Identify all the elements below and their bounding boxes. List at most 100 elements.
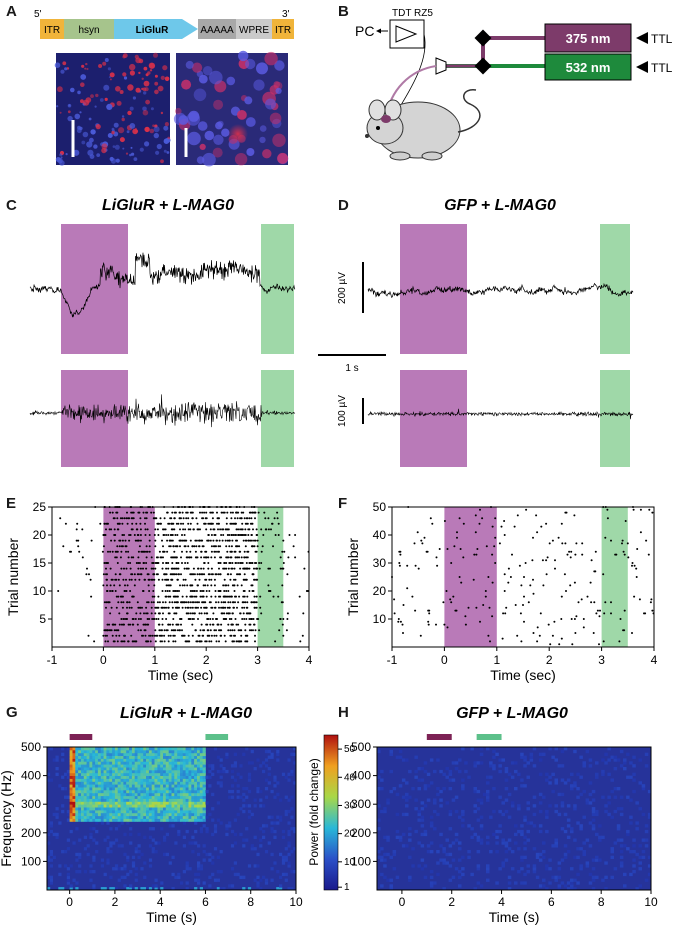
spike-mark: [145, 562, 148, 564]
spike-mark: [145, 517, 148, 520]
spectrogram-cell: [89, 815, 93, 819]
spectrogram-cell: [392, 787, 397, 791]
spectrogram-cell: [165, 798, 169, 802]
spectrogram-cell: [180, 772, 184, 776]
spike-mark: [523, 620, 525, 623]
spike-mark: [202, 590, 205, 592]
spike-mark: [124, 590, 126, 592]
spectrogram-cell: [458, 858, 462, 862]
spectrogram-cell: [219, 769, 223, 774]
spectrogram-cell: [157, 758, 161, 762]
y-tick-label: 40: [373, 528, 387, 542]
spectrogram-cell: [182, 747, 186, 751]
spike-mark: [226, 534, 229, 536]
spectrogram-cell: [202, 798, 206, 802]
spike-mark: [192, 601, 195, 604]
spike-mark: [88, 573, 90, 576]
spike-mark: [230, 534, 233, 536]
spectrogram-cell: [199, 815, 203, 819]
spike-mark: [239, 528, 242, 531]
spectrogram-cell: [134, 818, 138, 822]
spectrogram-cell: [174, 758, 178, 762]
scalebar-100uv-label: 100 µV: [337, 395, 348, 427]
spectrogram-cell: [174, 778, 178, 782]
spectrogram-cell: [548, 781, 552, 785]
spike-mark: [183, 584, 186, 587]
spike-mark: [201, 511, 204, 514]
spike-mark: [170, 539, 173, 542]
spike-mark: [193, 612, 196, 615]
spike-mark: [123, 534, 125, 536]
spectrogram-cell: [163, 809, 167, 814]
spectrogram-cell: [64, 864, 68, 868]
spectrogram-cell: [445, 775, 449, 779]
spectrogram-cell: [72, 769, 76, 774]
spectrogram-cell: [143, 778, 147, 782]
spectrogram-cell: [219, 764, 223, 768]
spectrogram-cell: [635, 801, 639, 805]
spectrogram-cell: [566, 881, 571, 885]
y-axis-label: Frequency (Hz): [0, 770, 14, 866]
spike-mark: [122, 601, 125, 604]
spectrogram-cell: [185, 801, 189, 805]
spike-mark: [124, 539, 127, 542]
spectrogram-cell: [429, 884, 434, 888]
spectrogram-cell: [83, 761, 87, 765]
spectrogram-cell: [151, 804, 155, 808]
spike-mark: [464, 615, 467, 618]
spectrogram-cell: [69, 815, 73, 819]
spike-mark: [112, 623, 115, 626]
spectrogram-cell: [129, 752, 133, 756]
spectrogram-cell: [174, 875, 178, 879]
spectrogram-cell: [408, 878, 412, 882]
spectrogram-cell: [270, 878, 274, 882]
spectrogram-cell: [177, 809, 181, 814]
spike-mark: [230, 634, 233, 637]
spike-mark: [391, 576, 393, 578]
spectrogram-cell: [185, 789, 189, 794]
micrograph-texture: [238, 50, 249, 62]
spike-mark: [234, 618, 237, 620]
spectrogram-cell: [114, 787, 119, 791]
spectrogram-cell: [143, 747, 147, 751]
spike-mark: [143, 612, 145, 615]
spectrogram-cell: [69, 761, 73, 765]
spike-mark: [139, 539, 142, 542]
spike-mark: [214, 595, 217, 598]
spectrogram-cell: [563, 812, 568, 817]
spectrogram-cell: [211, 861, 215, 865]
spike-mark: [234, 578, 237, 581]
y-tick-label: 300: [351, 797, 371, 811]
spike-mark: [126, 522, 129, 525]
spectrogram-cell: [632, 870, 636, 874]
spectrogram-cell: [613, 841, 618, 845]
spectrogram-cell: [188, 784, 192, 788]
spectrogram-cell: [458, 847, 462, 851]
spectrogram-cell: [165, 755, 169, 759]
spectrogram-cell: [180, 795, 184, 799]
spectrogram-cell: [151, 809, 155, 814]
spectrogram-cell: [174, 801, 178, 805]
spectrogram-cell: [616, 787, 621, 791]
micrograph-texture: [101, 143, 108, 150]
spectrogram-cell: [112, 789, 116, 794]
spectrogram-cell: [126, 807, 130, 811]
spectrogram-cell: [520, 752, 524, 756]
spectrogram-cell: [644, 764, 649, 768]
spectrogram-cell: [97, 769, 102, 774]
spectrogram-cell: [129, 832, 133, 837]
spectrogram-cell: [188, 801, 192, 805]
spectrogram-cell: [120, 758, 124, 762]
spike-mark: [163, 606, 166, 609]
y-tick-label: 20: [373, 584, 387, 598]
spectrogram-cell: [92, 818, 96, 822]
spectrogram-cell: [174, 772, 178, 776]
spectrogram-cell: [72, 781, 76, 785]
spectrogram-cell: [117, 764, 121, 768]
spectrogram-cell: [106, 787, 110, 791]
spectrogram-cell: [604, 752, 608, 756]
micrograph-texture: [213, 99, 224, 110]
spectrogram-cell: [140, 749, 144, 754]
spectrogram-cell: [131, 809, 136, 814]
spectrogram-cell: [103, 887, 107, 891]
